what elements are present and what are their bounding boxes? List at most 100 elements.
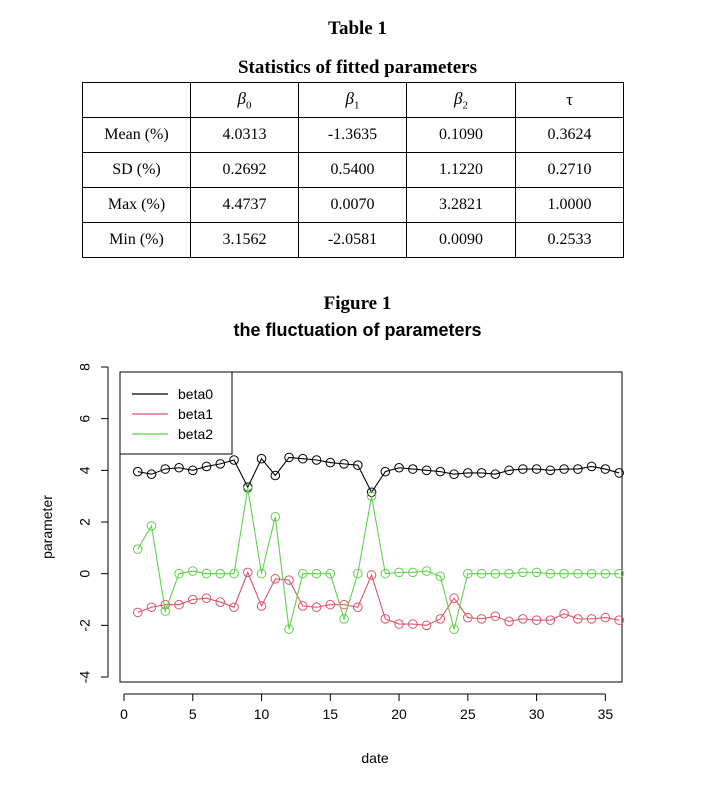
y-tick-label: 0 [77,570,93,578]
data-point-beta0 [339,459,349,469]
data-point-beta1 [421,620,432,631]
data-point-beta0 [229,455,239,465]
table-cell: 0.5400 [298,152,407,188]
table-cell: 0.3624 [515,117,624,153]
table-cell: 0.1090 [406,117,516,153]
parameter-line-chart: 0 5 10 15 20 25 30 35 date -4 -2 0 2 4 6 8 parameter bet… [39,363,624,766]
data-point-beta2 [311,568,322,579]
data-point-beta0 [256,453,267,464]
data-point-beta2 [160,606,171,616]
data-point-beta1 [132,607,143,618]
data-point-beta2 [490,568,501,579]
data-point-beta0 [132,466,143,477]
table-cell: -2.0581 [298,222,407,258]
table-cell: 4.0313 [190,117,299,153]
data-point-beta1 [573,614,583,624]
data-point-beta1 [518,614,528,624]
x-tick-label: 20 [391,706,407,722]
data-point-beta2 [518,567,528,578]
data-point-beta0 [270,470,281,481]
series-beta0 [132,452,624,498]
data-point-beta0 [297,453,308,464]
data-point-beta2 [463,568,473,579]
series-line-beta0 [137,456,620,494]
data-point-beta1 [325,599,336,610]
series-beta2 [132,483,624,635]
data-point-beta2 [408,567,418,578]
y-tick-label: 8 [77,363,93,371]
table-header-beta2: β2 [406,82,516,118]
figure-caption: Figure 1 [323,293,392,314]
row-label: SD (%) [82,152,191,188]
x-tick-label: 35 [598,706,614,722]
table-row: SD (%) 0.2692 0.5400 1.1220 0.2710 [82,152,624,188]
table-header-tau: τ [515,82,624,118]
x-tick-label: 30 [529,706,545,722]
table-row: Mean (%) 4.0313 -1.3635 0.1090 0.3624 [82,117,624,153]
data-point-beta2 [201,568,212,579]
table-caption: Table 1 [328,18,387,39]
data-point-beta1 [545,615,556,625]
data-point-beta2 [174,568,184,579]
data-point-beta0 [614,468,624,478]
data-point-beta1 [270,574,281,584]
data-point-beta1 [435,614,446,624]
table-cell: -1.3635 [298,117,407,153]
x-tick-label: 10 [254,706,270,722]
plot-frame [119,371,623,683]
data-point-beta2 [297,568,308,579]
chart-axes: 0 5 10 15 20 25 30 35 date -4 -2 0 2 4 6 8 parameter [39,363,623,766]
data-point-beta0 [600,464,611,474]
table-subcaption: Statistics of fitted parameters [237,57,477,78]
data-point-beta0 [380,466,391,477]
table-cell: 3.2821 [406,187,516,223]
data-point-beta2 [270,512,281,522]
table-header-beta0: β0 [190,82,299,118]
data-point-beta1 [353,602,363,613]
y-tick-label: -4 [77,671,93,684]
data-point-beta1 [201,593,212,604]
table-row: Max (%) 4.4737 0.0070 3.2821 1.0000 [82,187,624,223]
data-point-beta0 [325,457,336,468]
data-point-beta2 [146,521,157,531]
data-point-beta2 [394,567,404,578]
data-point-beta2 [449,624,459,635]
data-point-beta0 [146,469,157,480]
data-point-beta0 [559,464,569,474]
data-point-beta1 [187,594,198,605]
data-point-beta0 [311,455,322,465]
series-line-beta1 [137,570,620,626]
data-point-beta0 [201,461,212,472]
data-point-beta0 [421,465,432,476]
data-point-beta1 [559,608,569,619]
data-point-beta2 [435,571,446,582]
data-point-beta2 [586,568,597,579]
data-point-beta2 [614,568,624,579]
data-point-beta2 [215,568,226,579]
y-tick-label: 2 [77,518,93,526]
x-tick-label: 25 [460,706,476,722]
data-point-beta1 [463,612,473,623]
legend-label-beta2: beta2 [178,426,213,442]
data-point-beta2 [545,568,556,579]
data-point-beta2 [504,568,514,579]
legend-box [119,371,233,455]
table-cell: 4.4737 [190,187,299,223]
data-point-beta2 [256,568,267,579]
x-tick-label: 15 [323,706,339,722]
table-header-beta1: β1 [298,82,407,118]
table-cell: 0.2692 [190,152,299,188]
data-point-beta1 [476,614,487,624]
data-point-beta2 [366,491,377,501]
y-tick-label: 6 [77,415,93,423]
data-point-beta1 [614,615,624,625]
table-header-empty [82,82,191,118]
data-point-beta0 [545,465,556,476]
y-tick-label: -2 [77,619,93,632]
table-cell: 1.0000 [515,187,624,223]
row-label: Max (%) [82,187,191,223]
data-point-beta0 [531,464,542,474]
data-point-beta2 [325,568,336,579]
series-beta1 [132,567,624,631]
data-point-beta2 [229,568,239,579]
